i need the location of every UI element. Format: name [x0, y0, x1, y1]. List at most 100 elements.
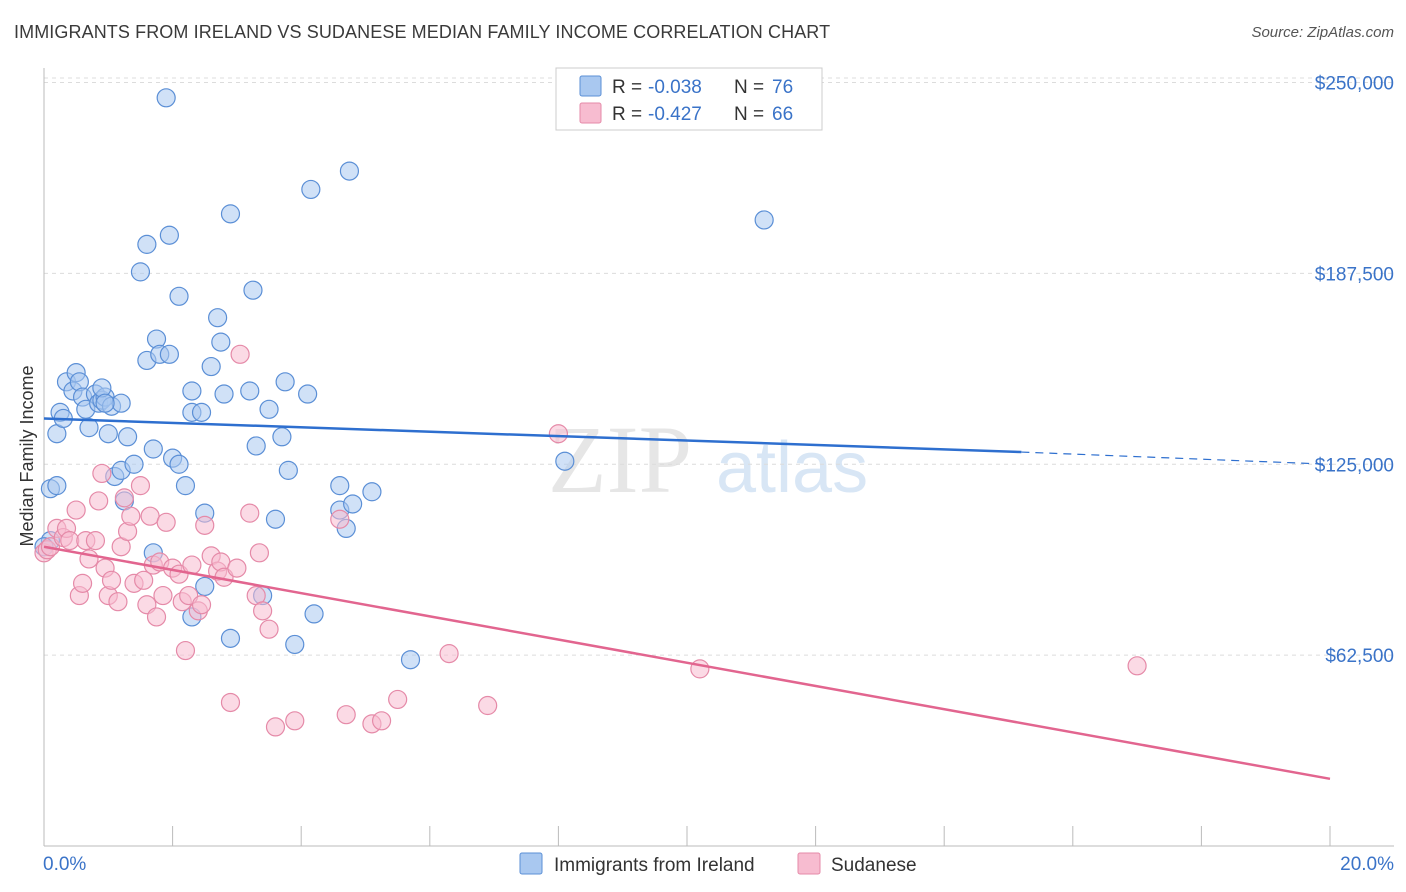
y-tick-label: $250,000 — [1315, 74, 1394, 95]
series-sudanese-points — [34, 344, 1147, 737]
ireland-point — [362, 482, 382, 502]
sudanese-point — [285, 711, 305, 731]
sudanese-point — [1127, 656, 1147, 676]
ireland-point — [98, 424, 118, 444]
ireland-point — [275, 372, 295, 392]
ireland-point — [111, 393, 131, 413]
legend-sudanese-n-label: N = — [734, 104, 764, 125]
sudanese-point — [371, 711, 392, 731]
ireland-point — [298, 384, 318, 404]
axes — [43, 68, 1394, 847]
ireland-point — [240, 381, 260, 401]
trend-line-ireland-extension — [1021, 451, 1331, 465]
ireland-point — [159, 225, 179, 245]
chart-title: IMMIGRANTS FROM IRELAND VS SUDANESE MEDI… — [14, 22, 831, 42]
bottom-legend-ireland: Immigrants from Ireland — [554, 855, 755, 876]
sudanese-point — [153, 585, 173, 606]
sudanese-point — [439, 644, 459, 664]
ireland-point — [754, 210, 774, 230]
ireland-point — [169, 454, 189, 474]
trend-line-ireland — [43, 417, 1022, 454]
legend-swatch-sudanese — [579, 102, 602, 124]
sudanese-point — [60, 531, 80, 551]
legend-sudanese-n-value: 66 — [772, 104, 793, 125]
sudanese-point — [548, 424, 569, 444]
sudanese-point — [253, 601, 273, 621]
sudanese-point — [72, 573, 93, 593]
ireland-point — [220, 628, 241, 648]
ireland-point — [304, 604, 324, 624]
bottom-legend-swatch-sudanese — [797, 852, 821, 875]
watermark-atlas: atlas — [716, 428, 868, 508]
ireland-point — [159, 344, 179, 364]
ireland-point — [175, 476, 196, 496]
ireland-point — [79, 418, 99, 438]
ireland-point — [243, 280, 263, 300]
y-tick-label: $187,500 — [1315, 264, 1394, 285]
bottom-legend: Immigrants from Ireland Sudanese — [519, 852, 917, 876]
legend-ireland-n-label: N = — [734, 77, 764, 98]
ireland-point — [301, 179, 321, 200]
sudanese-point — [220, 692, 241, 713]
ireland-point — [272, 427, 292, 447]
sudanese-point — [101, 570, 122, 590]
ireland-point — [182, 381, 202, 401]
legend-sudanese-r-value: -0.427 — [648, 104, 702, 125]
sudanese-point — [690, 659, 710, 679]
y-tick-label: $125,000 — [1315, 455, 1394, 476]
sudanese-point — [156, 512, 176, 532]
ireland-point — [265, 509, 286, 529]
ireland-point — [191, 402, 212, 422]
ireland-point — [95, 393, 115, 413]
top-legend: R = -0.038 N = 76 R = -0.427 N = 66 — [555, 67, 823, 131]
ireland-point — [211, 332, 231, 352]
sudanese-point — [66, 500, 86, 520]
ireland-point — [246, 436, 266, 456]
ireland-point — [555, 451, 575, 471]
y-tick-label: $62,500 — [1325, 646, 1394, 667]
sudanese-point — [249, 543, 270, 563]
ireland-point — [201, 356, 221, 377]
x-tick-label-max: 20.0% — [1340, 854, 1394, 875]
sudanese-point — [336, 705, 356, 725]
sudanese-point — [89, 491, 109, 511]
grid-lines — [44, 77, 1394, 656]
sudanese-point — [330, 509, 350, 529]
ireland-point — [214, 384, 234, 404]
y-axis-title: Median Family Income — [17, 365, 37, 546]
legend-ireland-n-value: 76 — [772, 77, 793, 98]
ireland-point — [130, 262, 151, 282]
ireland-point — [259, 399, 279, 419]
ireland-point — [169, 286, 189, 306]
sudanese-point — [108, 592, 128, 612]
ireland-point — [47, 476, 67, 496]
legend-sudanese-r-label: R = — [612, 104, 642, 125]
sudanese-point — [85, 531, 106, 551]
sudanese-point — [227, 558, 247, 578]
ireland-point — [285, 634, 305, 655]
legend-swatch-ireland — [579, 75, 602, 97]
ireland-point — [156, 88, 176, 108]
legend-ireland-r-label: R = — [612, 77, 642, 98]
bottom-legend-swatch-ireland — [519, 852, 543, 875]
ireland-point — [117, 427, 138, 447]
ireland-point — [208, 308, 228, 328]
sudanese-point — [259, 619, 279, 639]
ireland-point — [278, 460, 298, 480]
sudanese-point — [388, 689, 408, 710]
sudanese-point — [265, 717, 286, 737]
sudanese-point — [114, 488, 134, 508]
sudanese-point — [140, 506, 160, 526]
sudanese-point — [92, 463, 112, 484]
sudanese-point — [191, 595, 212, 615]
ireland-point — [400, 650, 421, 670]
sudanese-point — [478, 695, 498, 716]
trend-lines — [43, 417, 1331, 781]
sudanese-point — [175, 640, 196, 661]
sudanese-point — [230, 344, 250, 364]
sudanese-point — [146, 607, 167, 627]
chart-source: Source: ZipAtlas.com — [1251, 24, 1394, 41]
ireland-point — [124, 454, 144, 474]
ireland-point — [339, 161, 360, 181]
